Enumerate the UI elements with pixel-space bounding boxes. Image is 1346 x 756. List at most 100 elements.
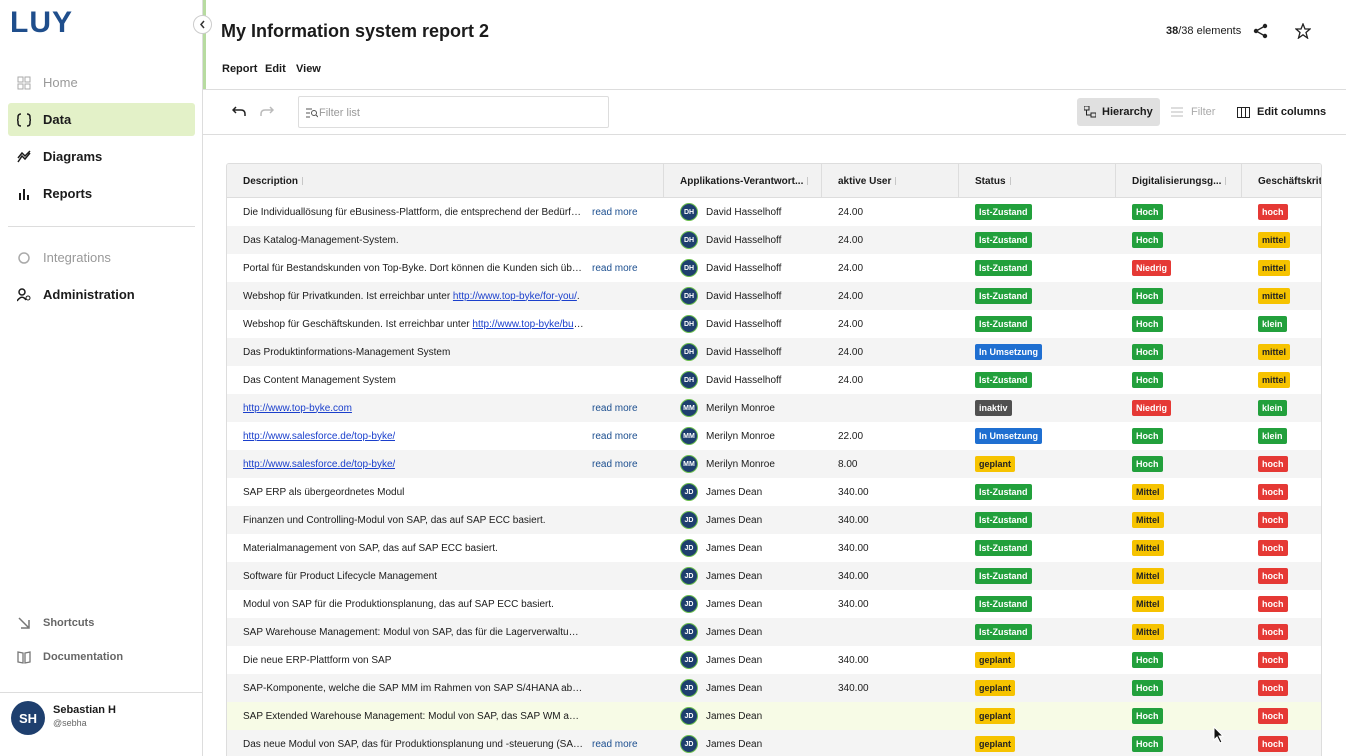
description-link[interactable]: http://www.top-byke.com — [243, 402, 352, 414]
owner-name: David Hasselhoff — [706, 234, 782, 246]
table-row[interactable]: Das Produktinformations-Management Syste… — [227, 338, 1321, 366]
table-row[interactable]: Software für Product Lifecycle Managemen… — [227, 562, 1321, 590]
column-header[interactable]: Description — [227, 164, 664, 198]
column-header[interactable]: Digitalisierungsg... — [1116, 164, 1242, 198]
column-header[interactable]: Applikations-Verantwort... — [664, 164, 822, 198]
collapse-button[interactable] — [193, 15, 212, 34]
status-cell: geplant — [959, 730, 1116, 756]
menu-item[interactable]: Edit — [265, 63, 286, 75]
table-row[interactable]: SAP Warehouse Management: Modul von SAP,… — [227, 618, 1321, 646]
star-icon[interactable] — [1295, 23, 1311, 39]
active-users: 340.00 — [838, 654, 869, 666]
table-row[interactable]: Finanzen und Controlling-Modul von SAP, … — [227, 506, 1321, 534]
description-link[interactable]: http://www.top-byke/for-you/ — [452, 290, 577, 302]
description-cell: http://www.top-byke.com read more — [227, 394, 664, 422]
digital-cell: Hoch — [1116, 422, 1242, 450]
read-more[interactable]: read more — [592, 402, 638, 414]
critical-badge: hoch — [1258, 204, 1288, 220]
status-cell: Ist-Zustand — [959, 366, 1116, 394]
read-more[interactable]: read more — [592, 262, 638, 274]
accent-bar — [203, 0, 206, 90]
user-box[interactable]: SH Sebastian H @sebha — [0, 692, 202, 756]
description: SAP-Komponente, welche die SAP MM im Rah… — [243, 682, 584, 694]
table-row[interactable]: Modul von SAP für die Produktionsplanung… — [227, 590, 1321, 618]
nav-item[interactable]: Diagrams — [8, 140, 195, 173]
table-row[interactable]: http://www.top-byke.com read more MM Merily… — [227, 394, 1321, 422]
users-cell: 340.00 — [822, 590, 959, 618]
filter-button[interactable]: Filter — [1164, 98, 1222, 126]
read-more[interactable]: read more — [592, 206, 638, 218]
nav-label: Integrations — [43, 250, 111, 265]
critical-cell: hoch — [1242, 534, 1321, 562]
nav-item[interactable]: Data — [8, 103, 195, 136]
logo[interactable]: LUY — [10, 6, 73, 39]
active-users: 340.00 — [838, 514, 869, 526]
table-row[interactable]: Materialmanagement von SAP, das auf SAP … — [227, 534, 1321, 562]
undo-button[interactable] — [232, 105, 246, 117]
nav-item[interactable]: Shortcuts — [8, 606, 195, 639]
column-header[interactable]: Status — [959, 164, 1116, 198]
description-link[interactable]: http://www.top-byke/business/ — [472, 318, 584, 330]
nav-item[interactable]: Documentation — [8, 640, 195, 673]
nav-item[interactable]: Reports — [8, 177, 195, 210]
read-more[interactable]: read more — [592, 430, 638, 442]
sort-icon — [1009, 177, 1016, 185]
table-row[interactable]: SAP Extended Warehouse Management: Modul… — [227, 702, 1321, 730]
critical-cell: hoch — [1242, 702, 1321, 730]
status-cell: Ist-Zustand — [959, 590, 1116, 618]
table-row[interactable]: SAP ERP als übergeordnetes Modul JD James … — [227, 478, 1321, 506]
edit-columns-button[interactable]: Edit columns — [1230, 98, 1333, 126]
description-link[interactable]: http://www.salesforce.de/top-byke/ — [243, 430, 396, 442]
status-cell: inaktiv — [959, 394, 1116, 422]
hierarchy-button[interactable]: Hierarchy — [1077, 98, 1160, 126]
digital-cell: Mittel — [1116, 590, 1242, 618]
table-row[interactable]: Die neue ERP-Plattform von SAP JD James De… — [227, 646, 1321, 674]
share-icon[interactable] — [1253, 23, 1269, 39]
table-row[interactable]: Das Katalog-Management-System. DH David Ha… — [227, 226, 1321, 254]
owner-avatar: JD — [680, 511, 698, 529]
table-row[interactable]: http://www.salesforce.de/top-byke/read m… — [227, 422, 1321, 450]
menu-item[interactable]: View — [296, 63, 321, 75]
table-row[interactable]: Die Individuallösung für eBusiness-Platt… — [227, 198, 1321, 226]
digital-cell: Mittel — [1116, 618, 1242, 646]
owner-avatar: JD — [680, 483, 698, 501]
digital-cell: Hoch — [1116, 310, 1242, 338]
nav-item[interactable]: Integrations — [8, 241, 195, 274]
owner-avatar: JD — [680, 651, 698, 669]
critical-badge: klein — [1258, 316, 1287, 332]
table-row[interactable]: Webshop für Privatkunden. Ist erreichbar… — [227, 282, 1321, 310]
users-cell: 340.00 — [822, 562, 959, 590]
table-row[interactable]: Das neue Modul von SAP, das für Produkti… — [227, 730, 1321, 756]
owner-cell: DH David Hasselhoff — [664, 338, 822, 366]
table-row[interactable]: Das Content Management System DH David Has… — [227, 366, 1321, 394]
description-cell: Materialmanagement von SAP, das auf SAP … — [227, 534, 664, 562]
table-row[interactable]: http://www.salesforce.de/top-byke/read m… — [227, 450, 1321, 478]
owner-name: James Dean — [706, 542, 763, 554]
table-row[interactable]: Portal für Bestandskunden von Top-Byke. … — [227, 254, 1321, 282]
redo-button[interactable] — [260, 105, 274, 117]
column-header[interactable]: aktive User — [822, 164, 959, 198]
table-row[interactable]: Webshop für Geschäftskunden. Ist erreich… — [227, 310, 1321, 338]
digital-cell: Hoch — [1116, 366, 1242, 394]
digital-cell: Mittel — [1116, 506, 1242, 534]
column-header[interactable]: Geschäftskritik — [1242, 164, 1321, 198]
digital-badge: Hoch — [1132, 456, 1163, 472]
menu-item[interactable]: Report — [222, 63, 258, 75]
users-cell: 24.00 — [822, 254, 959, 282]
filter-input[interactable]: Filter list — [298, 96, 609, 128]
critical-cell: klein — [1242, 394, 1321, 422]
critical-badge: hoch — [1258, 540, 1288, 556]
digital-badge: Hoch — [1132, 652, 1163, 668]
mouse-cursor — [1213, 726, 1225, 744]
nav-item[interactable]: Home — [8, 66, 195, 99]
table-row[interactable]: SAP-Komponente, welche die SAP MM im Rah… — [227, 674, 1321, 702]
owner-name: David Hasselhoff — [706, 206, 782, 218]
owner-cell: DH David Hasselhoff — [664, 310, 822, 338]
read-more[interactable]: read more — [592, 738, 638, 750]
read-more[interactable]: read more — [592, 458, 638, 470]
column-label: aktive User — [838, 175, 892, 187]
active-users: 340.00 — [838, 486, 869, 498]
description-link[interactable]: http://www.salesforce.de/top-byke/ — [243, 458, 396, 470]
description: Modul von SAP für die Produktionsplanung… — [243, 598, 554, 610]
nav-item[interactable]: Administration — [8, 278, 195, 311]
